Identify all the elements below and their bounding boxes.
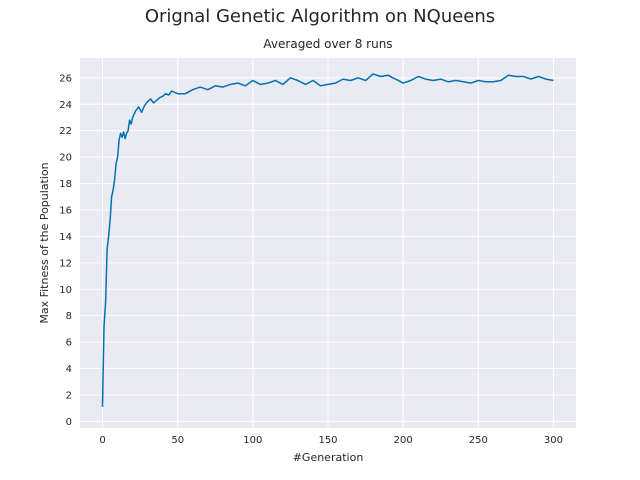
y-tick-label: 12 bbox=[59, 258, 72, 269]
grid-lines bbox=[80, 58, 576, 428]
x-tick-label: 250 bbox=[469, 435, 488, 446]
y-tick-label: 18 bbox=[59, 179, 72, 190]
y-tick-label: 4 bbox=[66, 364, 72, 375]
series-line bbox=[101, 73, 554, 407]
chart-subtitle: Averaged over 8 runs bbox=[263, 37, 393, 51]
y-tick-label: 8 bbox=[66, 311, 72, 322]
x-tick-label: 50 bbox=[171, 435, 184, 446]
y-axis-label: Max Fitness of the Population bbox=[38, 162, 51, 323]
y-tick-label: 14 bbox=[59, 232, 72, 243]
y-tick-label: 6 bbox=[66, 338, 72, 349]
x-tick-label: 200 bbox=[394, 435, 413, 446]
y-tick-label: 22 bbox=[59, 126, 72, 137]
y-tick-label: 20 bbox=[59, 153, 72, 164]
y-tick-label: 16 bbox=[59, 205, 72, 216]
y-tick-label: 0 bbox=[66, 417, 72, 428]
x-axis-ticks: 0 50 100 150 200 250 300 bbox=[99, 435, 563, 446]
x-tick-label: 300 bbox=[544, 435, 563, 446]
y-tick-label: 26 bbox=[59, 73, 72, 84]
x-tick-label: 0 bbox=[99, 435, 105, 446]
y-tick-label: 10 bbox=[59, 285, 72, 296]
y-tick-label: 24 bbox=[59, 100, 72, 111]
y-tick-label: 2 bbox=[66, 390, 72, 401]
chart-title: Orignal Genetic Algorithm on NQueens bbox=[144, 6, 496, 27]
x-tick-label: 150 bbox=[318, 435, 337, 446]
x-axis-label: #Generation bbox=[293, 451, 364, 464]
x-tick-label: 100 bbox=[243, 435, 262, 446]
